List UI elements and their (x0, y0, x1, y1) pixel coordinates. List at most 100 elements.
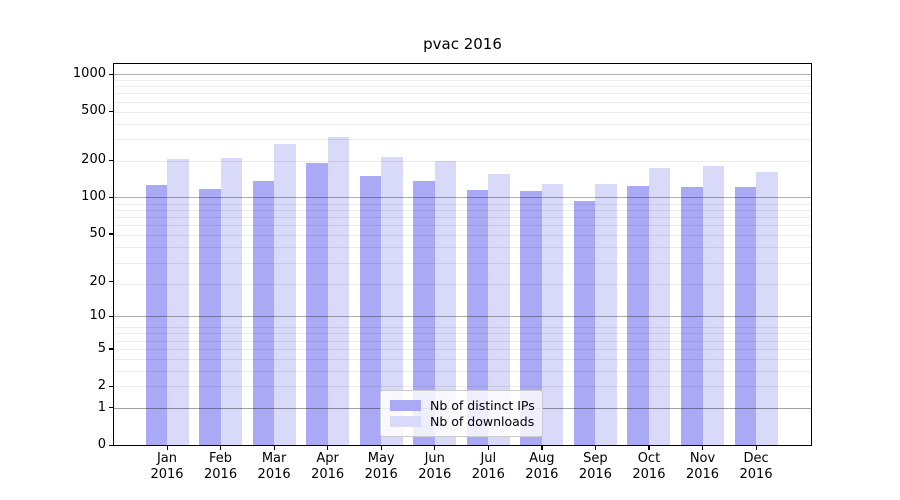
y-axis-tick-label: 10 (89, 308, 106, 324)
month-year: 2016 (578, 466, 612, 482)
minor-gridline (114, 101, 811, 103)
legend-swatch-downloads (390, 416, 421, 428)
x-axis-month-label: Aug 2016 (510, 451, 574, 482)
y-axis-tick-label: 50 (89, 225, 106, 241)
bar-distinct-ips-feb (199, 188, 221, 445)
x-axis-month-label: Sep 2016 (563, 451, 627, 482)
month-name: Jul (480, 451, 497, 466)
x-axis-tick (487, 445, 489, 450)
legend-swatch-distinct-ips (390, 399, 421, 411)
x-axis-tick (434, 445, 436, 450)
month-year: 2016 (685, 466, 720, 482)
bar-distinct-ips-nov (681, 186, 703, 445)
x-axis-month-label: Feb 2016 (189, 451, 253, 482)
bar-distinct-ips-aug (520, 191, 542, 445)
y-axis-tick (109, 407, 114, 409)
x-axis-tick (702, 445, 704, 450)
x-axis-month-label: Apr 2016 (296, 451, 360, 482)
bar-distinct-ips-may (359, 175, 382, 445)
month-name: Aug (529, 451, 555, 466)
x-axis-tick (273, 445, 275, 450)
y-axis-tick (109, 73, 114, 75)
y-axis-tick-label: 20 (89, 273, 106, 289)
x-axis-tick (220, 445, 222, 450)
month-name: Dec (743, 451, 769, 466)
minor-gridline (114, 123, 811, 125)
month-year: 2016 (525, 466, 559, 482)
x-axis-tick (541, 445, 543, 450)
bar-downloads-jan (167, 158, 189, 445)
y-axis-tick (109, 110, 114, 113)
bar-distinct-ips-apr (306, 162, 328, 445)
month-year: 2016 (311, 466, 345, 482)
month-name: Jun (424, 451, 445, 466)
minor-gridline (114, 93, 811, 95)
minor-gridline (114, 79, 811, 81)
bar-distinct-ips-oct (627, 185, 649, 445)
x-axis-month-label: Oct 2016 (617, 451, 681, 482)
month-name: May (367, 451, 395, 466)
y-axis-tick-label: 5 (97, 340, 106, 356)
month-name: Oct (637, 451, 661, 466)
x-axis-tick (166, 445, 168, 450)
month-year: 2016 (632, 466, 666, 482)
bar-distinct-ips-jan (145, 184, 167, 445)
legend-entry-distinct-ips: Nb of distinct IPs (390, 397, 535, 413)
bar-distinct-ips-mar (252, 181, 275, 445)
y-axis-tick-label: 500 (81, 103, 106, 119)
bar-downloads-may (381, 156, 403, 445)
minor-gridline (114, 138, 811, 140)
month-year: 2016 (150, 466, 184, 482)
bar-distinct-ips-jul (466, 189, 489, 445)
bar-downloads-oct (648, 167, 671, 445)
month-year: 2016 (471, 466, 505, 482)
plot-area (114, 64, 811, 445)
x-axis-month-label: Jun 2016 (403, 451, 467, 482)
month-name: Apr (316, 451, 339, 466)
y-axis-tick-label: 1 (97, 399, 106, 415)
minor-gridline (114, 160, 811, 162)
y-axis-tick-label: 100 (81, 189, 106, 205)
bar-downloads-jul (488, 173, 510, 445)
x-axis-tick (327, 445, 329, 450)
minor-gridline (114, 111, 811, 113)
bar-downloads-aug (541, 184, 564, 445)
y-axis-tick (109, 281, 114, 283)
bar-downloads-feb (220, 158, 243, 445)
x-axis-month-label: May 2016 (349, 451, 413, 482)
x-axis-month-label: Dec 2016 (724, 451, 788, 482)
x-axis-month-label: Nov 2016 (671, 451, 735, 482)
month-year: 2016 (257, 466, 291, 482)
y-axis-tick (109, 385, 114, 387)
x-axis-tick (380, 445, 382, 450)
y-axis-tick (109, 196, 114, 198)
bar-distinct-ips-dec (734, 186, 757, 445)
y-axis-tick-label: 1000 (72, 66, 106, 82)
y-axis-tick (109, 159, 114, 162)
bar-distinct-ips-jun (413, 180, 435, 445)
bar-downloads-sep (595, 184, 617, 445)
x-axis-tick (648, 445, 650, 450)
y-axis-tick (109, 348, 114, 350)
y-axis-tick (109, 444, 114, 446)
bar-downloads-jun (434, 161, 457, 445)
chart-title: pvac 2016 (423, 35, 502, 53)
x-axis-tick (594, 445, 597, 450)
bar-downloads-nov (702, 165, 724, 445)
legend-entry-downloads: Nb of downloads (390, 414, 535, 430)
bar-downloads-apr (327, 137, 350, 445)
x-axis-month-label: Jan 2016 (135, 451, 199, 482)
month-year: 2016 (418, 466, 452, 482)
x-axis-tick (755, 445, 757, 450)
month-name: Nov (689, 451, 716, 466)
y-axis-tick-label: 2 (97, 378, 106, 394)
y-axis-tick (109, 315, 114, 317)
month-year: 2016 (364, 466, 398, 482)
y-axis-tick-label: 0 (97, 437, 106, 452)
minor-gridline (114, 86, 811, 88)
legend-label-distinct-ips: Nb of distinct IPs (430, 397, 535, 413)
legend-label-downloads: Nb of downloads (430, 414, 535, 430)
y-axis-tick-label: 200 (81, 152, 106, 168)
bar-distinct-ips-sep (573, 200, 596, 445)
